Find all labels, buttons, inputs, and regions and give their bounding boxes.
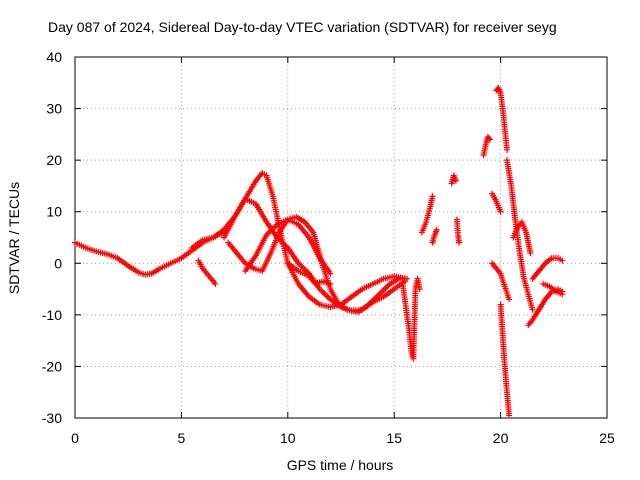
data-point (559, 257, 566, 264)
y-tick-label: 40 (46, 49, 62, 65)
y-tick-label: 0 (54, 255, 62, 271)
y-axis-label: SDTVAR / TECUs (6, 182, 22, 294)
grid-lines (75, 57, 607, 418)
data-point (456, 239, 463, 246)
data-point (506, 412, 513, 419)
data-point (416, 286, 423, 293)
data-point (529, 306, 536, 313)
data-point (429, 193, 436, 200)
axis-ticks (74, 56, 608, 419)
data-point (527, 249, 534, 256)
y-tick-label: 10 (46, 204, 62, 220)
data-point (212, 280, 219, 287)
data-points (72, 84, 566, 419)
y-tick-label: -10 (42, 307, 62, 323)
x-axis-label: GPS time / hours (287, 457, 394, 473)
x-tick-label: 0 (71, 430, 79, 446)
x-tick-label: 15 (386, 430, 402, 446)
plot-frame (74, 56, 608, 419)
x-tick-label: 5 (178, 430, 186, 446)
data-point (485, 135, 492, 142)
chart-title: Day 087 of 2024, Sidereal Day-to-day VTE… (48, 19, 557, 35)
data-point (497, 208, 504, 215)
data-point (220, 229, 227, 236)
y-tick-label: -20 (42, 358, 62, 374)
x-tick-label: 25 (599, 430, 615, 446)
y-tick-label: -30 (42, 410, 62, 426)
y-tick-label: 20 (46, 152, 62, 168)
x-tick-label: 10 (280, 430, 296, 446)
data-point (486, 136, 493, 143)
x-tick-label: 20 (493, 430, 509, 446)
y-tick-label: 30 (46, 101, 62, 117)
data-point (559, 291, 566, 298)
data-point (327, 280, 334, 287)
data-point (452, 177, 459, 184)
tick-labels: 0 5 10 15 20 25 -30 -20 -10 0 10 20 30 40 (42, 49, 615, 446)
data-point (403, 275, 410, 282)
data-point (503, 146, 510, 153)
data-point (506, 296, 513, 303)
data-point (327, 270, 334, 277)
data-point (433, 226, 440, 233)
